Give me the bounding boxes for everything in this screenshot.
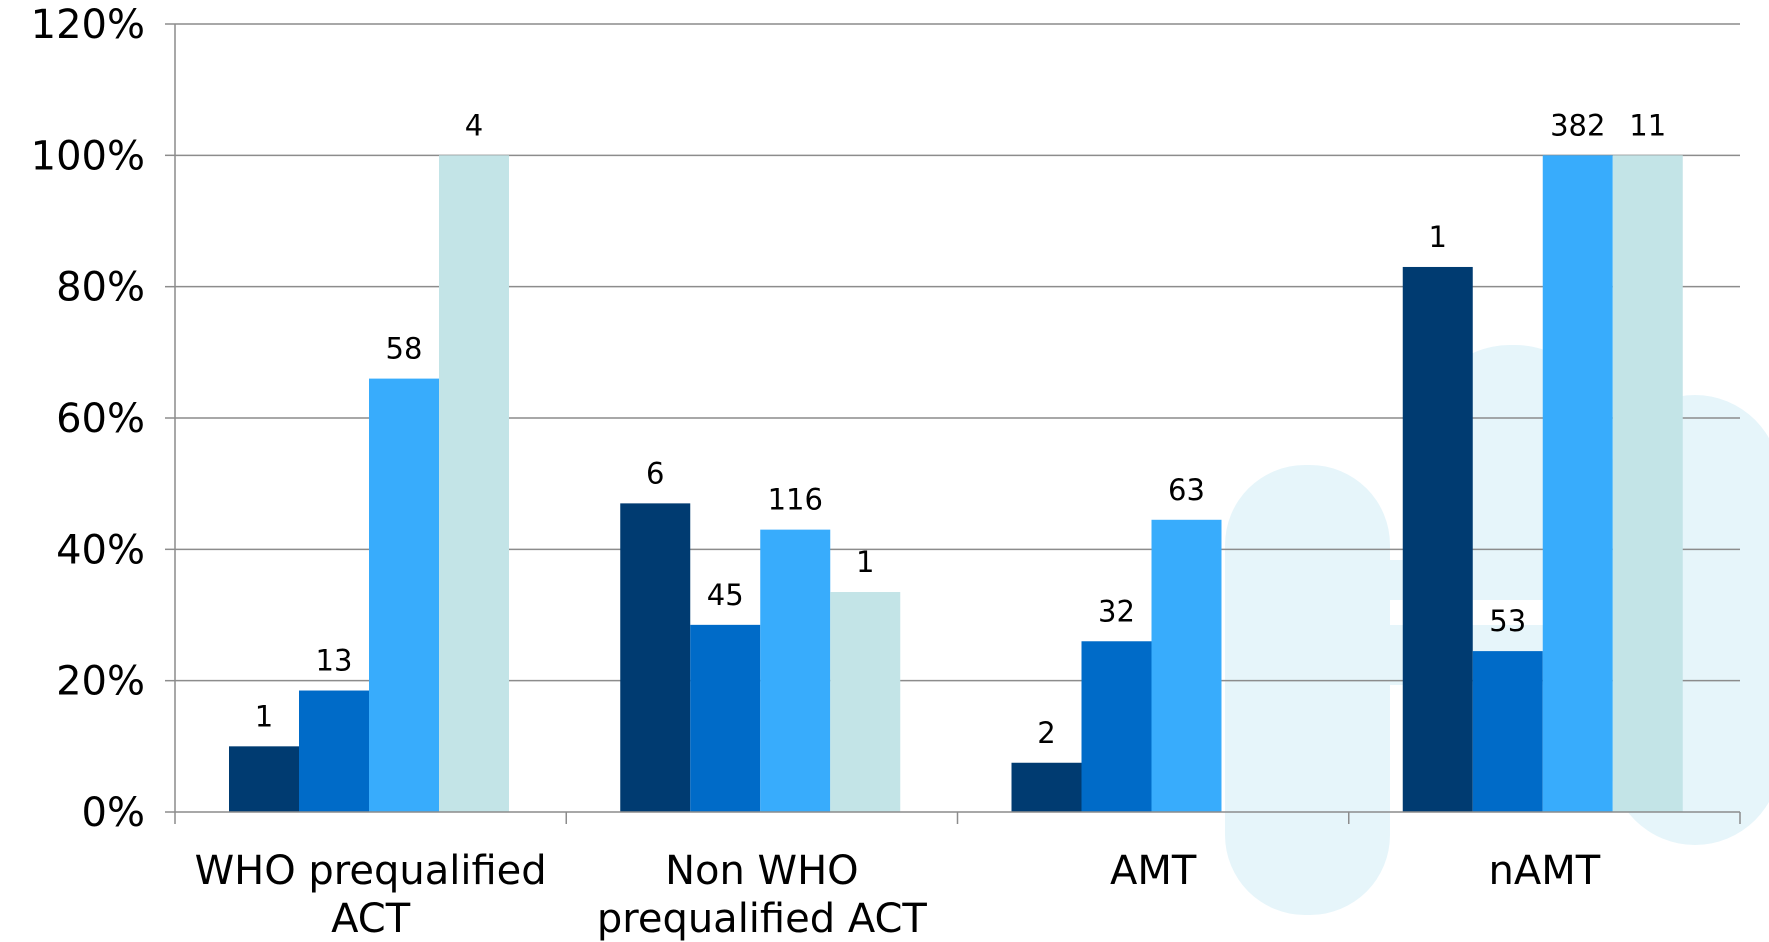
x-category-label: WHO prequalified ACT bbox=[195, 848, 547, 942]
bar bbox=[229, 746, 299, 812]
data-label: 6 bbox=[646, 456, 664, 490]
data-label: 4 bbox=[465, 108, 483, 142]
data-label: 63 bbox=[1168, 473, 1205, 507]
data-label: 45 bbox=[707, 578, 744, 612]
bar bbox=[439, 155, 509, 813]
y-tick-label: 120% bbox=[31, 2, 145, 48]
y-tick-label: 0% bbox=[82, 790, 145, 836]
y-tick-label: 60% bbox=[56, 396, 145, 442]
bar bbox=[369, 378, 439, 812]
data-label: 11 bbox=[1629, 108, 1666, 142]
x-category-label-line: AMT bbox=[1110, 848, 1197, 894]
bar bbox=[690, 624, 761, 812]
x-category-label-line: WHO prequalified bbox=[195, 848, 547, 894]
bar bbox=[760, 529, 831, 812]
bar bbox=[1472, 651, 1543, 812]
bar bbox=[1011, 762, 1082, 812]
data-label: 1 bbox=[255, 699, 273, 733]
bar bbox=[1612, 155, 1683, 813]
x-category-label-line: prequalified ACT bbox=[597, 896, 928, 942]
x-category-label: Non WHO prequalified ACT bbox=[597, 848, 928, 942]
data-label: 32 bbox=[1098, 594, 1135, 628]
x-category-label-line: Non WHO bbox=[665, 848, 859, 894]
bar bbox=[1402, 266, 1473, 812]
data-label: 13 bbox=[316, 644, 353, 678]
y-tick-label: 100% bbox=[31, 133, 145, 179]
watermark-pill bbox=[1225, 465, 1390, 915]
data-label: 116 bbox=[768, 483, 823, 517]
y-tick-label: 80% bbox=[56, 265, 145, 311]
data-label: 1 bbox=[856, 545, 874, 579]
y-tick-label: 40% bbox=[56, 527, 145, 573]
x-category-label-line: nAMT bbox=[1489, 848, 1601, 894]
bar bbox=[1542, 155, 1613, 813]
y-tick-label: 20% bbox=[56, 659, 145, 705]
bar bbox=[299, 690, 369, 812]
x-axis-category-labels: WHO prequalified ACT Non WHO prequalified A… bbox=[195, 848, 1601, 942]
axes bbox=[174, 24, 1741, 824]
y-axis-tick-labels: 0% 20% 40% 60% 80% 100% 120% bbox=[31, 2, 145, 836]
bar bbox=[1081, 641, 1152, 812]
data-label: 2 bbox=[1037, 716, 1055, 750]
x-category-label: nAMT bbox=[1489, 848, 1601, 894]
bar bbox=[1151, 519, 1222, 812]
data-label: 1 bbox=[1429, 220, 1447, 254]
data-label: 58 bbox=[386, 332, 423, 366]
x-category-label-line: ACT bbox=[331, 896, 411, 942]
bar bbox=[830, 592, 901, 812]
bars bbox=[229, 155, 1683, 813]
x-category-label: AMT bbox=[1110, 848, 1197, 894]
bar bbox=[620, 503, 691, 812]
data-label: 53 bbox=[1489, 604, 1526, 638]
data-label: 382 bbox=[1550, 108, 1605, 142]
